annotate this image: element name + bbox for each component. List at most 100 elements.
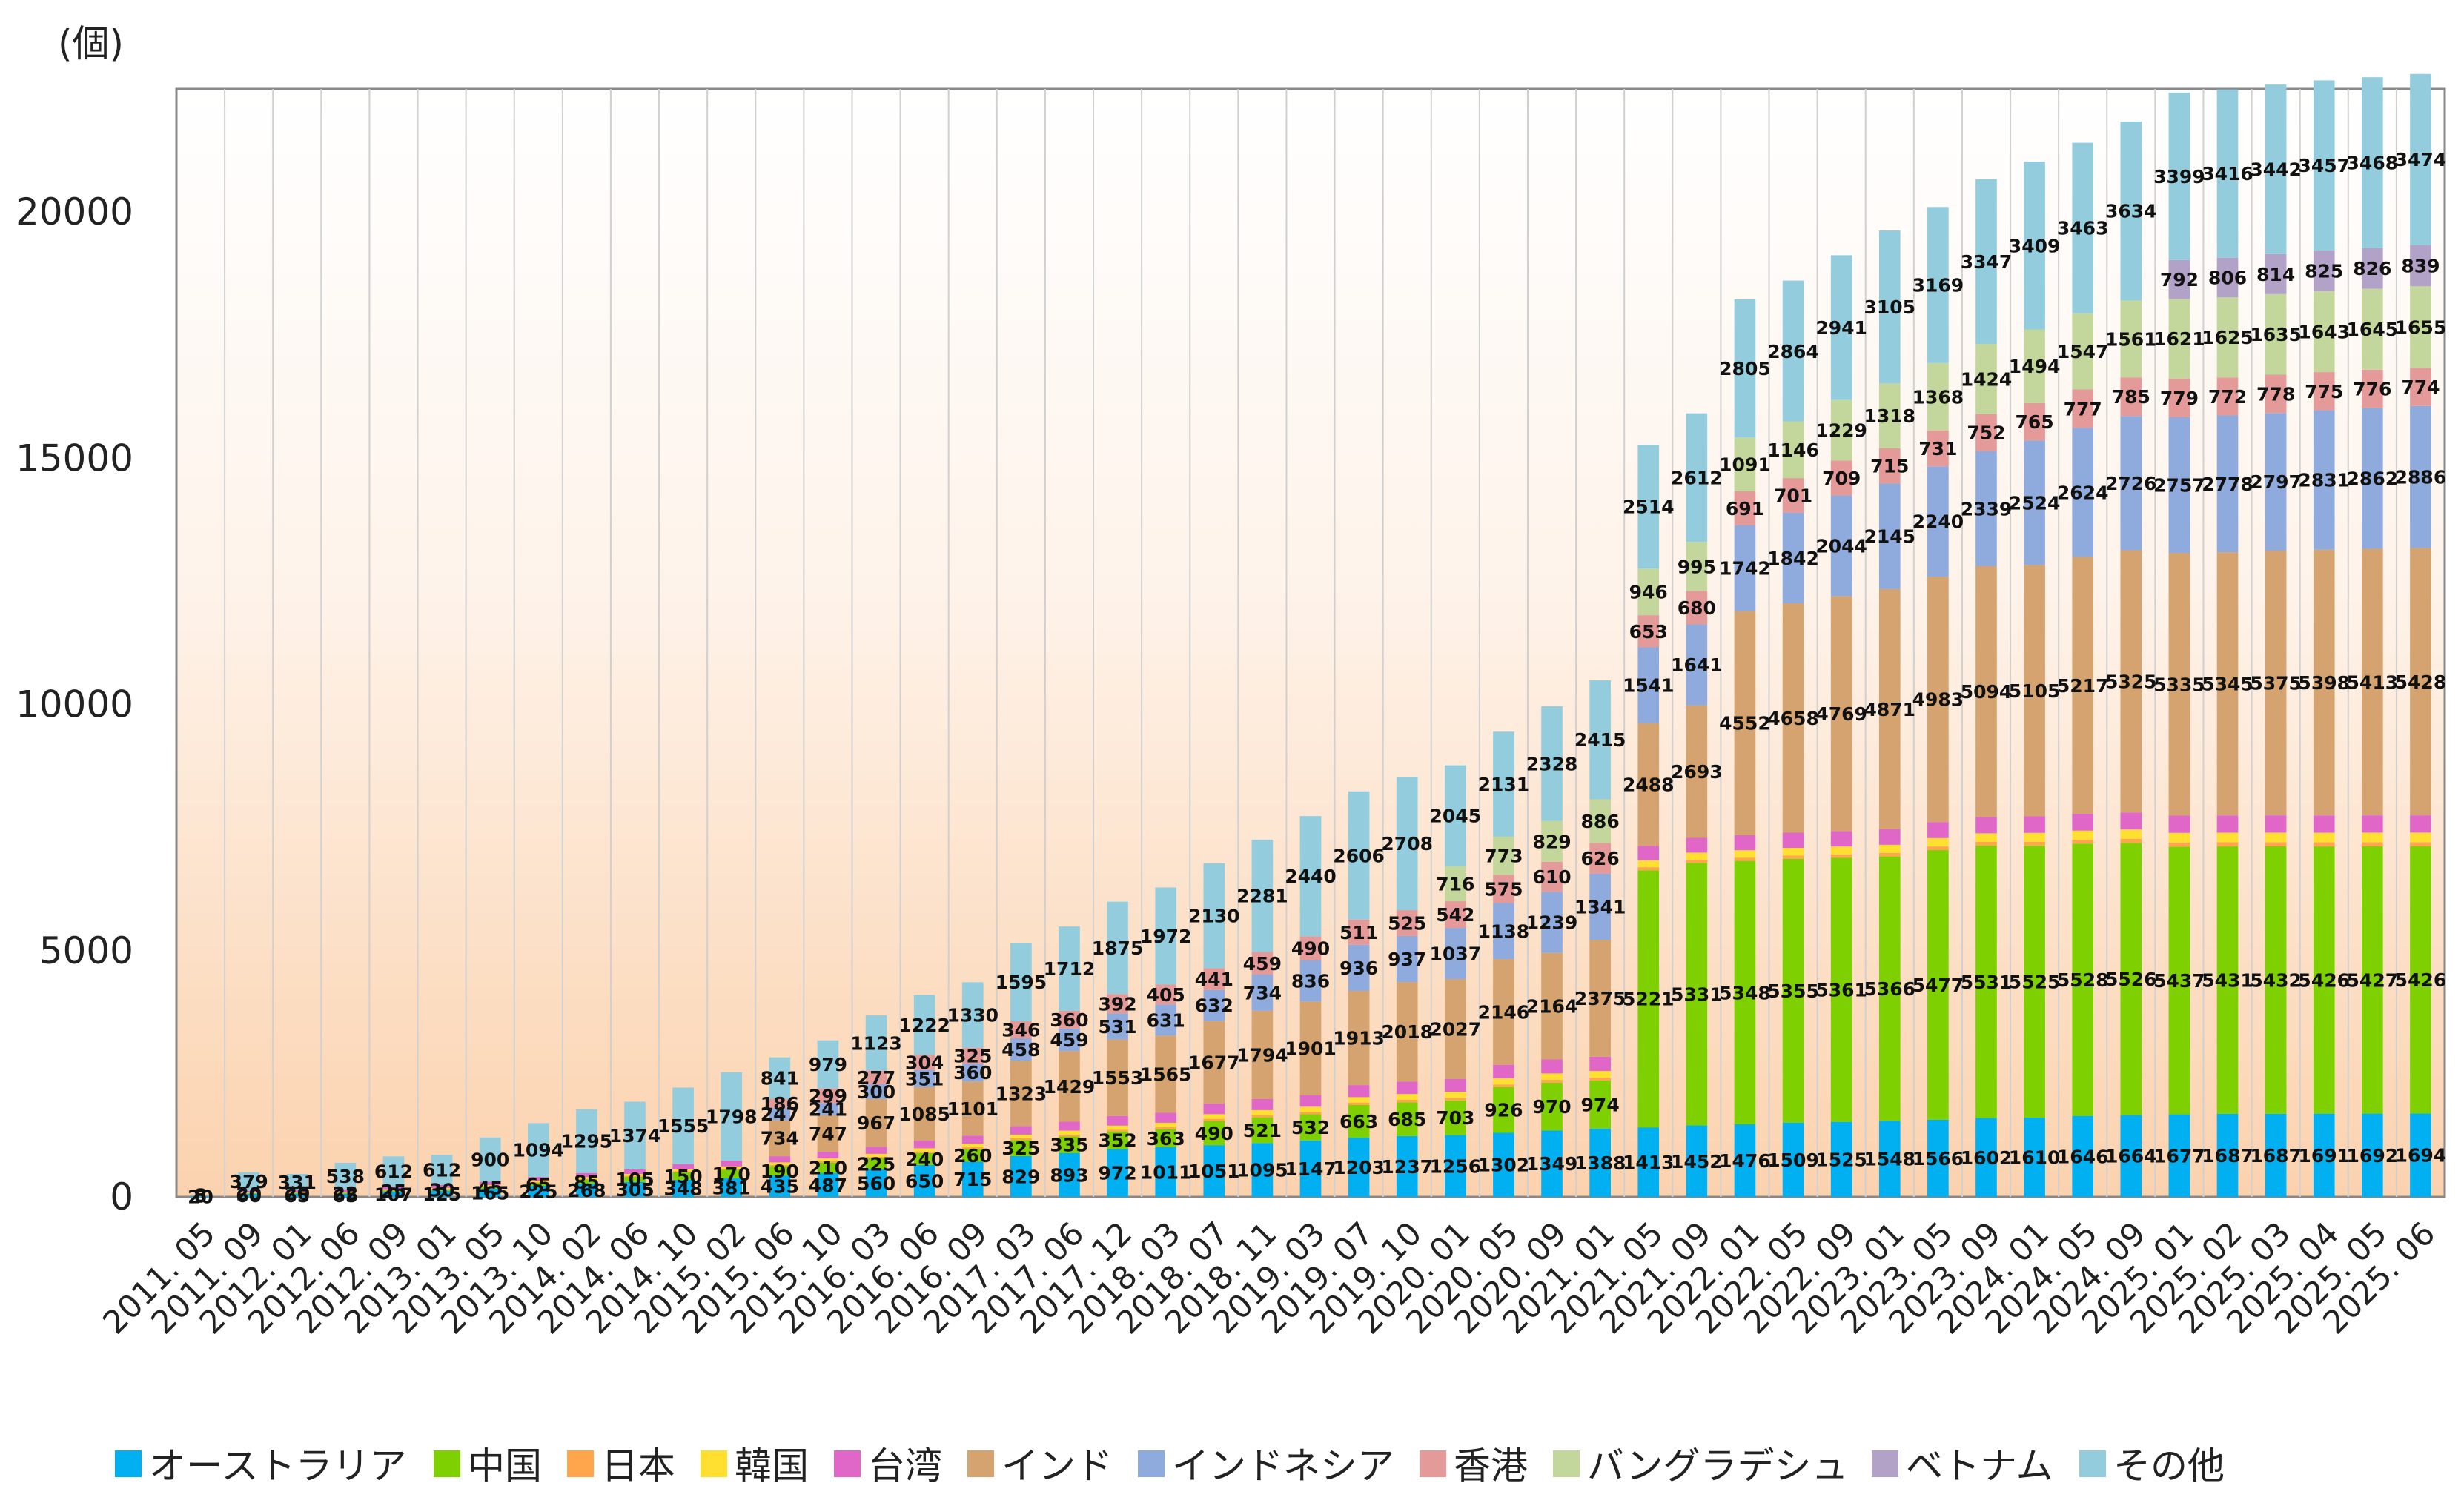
bar-segment: [576, 1172, 597, 1178]
bar-segment: [1927, 850, 1949, 1120]
bar-segment: [2313, 80, 2335, 251]
data-label: 1687: [2202, 1145, 2253, 1167]
data-label: 3457: [2298, 155, 2350, 176]
bar-segment: [527, 1123, 549, 1178]
data-label: 703: [1436, 1107, 1474, 1129]
bar-segment: [2024, 329, 2045, 403]
bar-segment: [1927, 846, 1949, 851]
bar-segment: [1155, 1129, 1177, 1147]
data-label: 2415: [1574, 729, 1626, 751]
data-label: 5361: [1815, 980, 1867, 1001]
data-label: 1565: [1140, 1064, 1192, 1085]
bar-segment: [2362, 548, 2383, 816]
data-label: 392: [1098, 993, 1136, 1015]
bar-segment: [2120, 377, 2142, 417]
bar-segment: [1059, 1051, 1080, 1122]
bar-segment: [1203, 1021, 1225, 1104]
bar-segment: [1830, 460, 1852, 496]
bar-segment: [2265, 253, 2287, 294]
bar-segment: [1010, 1140, 1032, 1156]
legend-label: その他: [2113, 1444, 2225, 1487]
bar-segment: [865, 1156, 887, 1158]
data-label: 2130: [1188, 906, 1240, 927]
data-label: 1051: [1188, 1161, 1240, 1182]
data-label: 20: [284, 1183, 310, 1204]
data-label: 1677: [1188, 1052, 1240, 1073]
data-label: 5477: [1912, 975, 1964, 996]
bar-segment: [2024, 1118, 2045, 1197]
bar-segment: [1878, 588, 1901, 829]
data-label: 1525: [1815, 1149, 1867, 1170]
bar-segment: [431, 1189, 453, 1190]
data-label: 65: [332, 1185, 358, 1207]
bar-segment: [913, 1148, 935, 1152]
bar-segment: [721, 1161, 743, 1167]
bar-segment: [1493, 903, 1514, 960]
bar-segment: [1734, 835, 1756, 851]
bar-segment: [1203, 989, 1225, 1021]
bar-segment: [1493, 1084, 1514, 1087]
bar-segment: [1010, 1021, 1032, 1038]
bar-segment: [1830, 846, 1852, 855]
bar-segment: [1589, 1056, 1611, 1072]
data-label: 4658: [1767, 708, 1819, 729]
bar-segment: [817, 1152, 839, 1159]
data-label: 5221: [1623, 989, 1675, 1010]
bar-segment: [1541, 1059, 1563, 1074]
bar-segment: [1107, 1039, 1128, 1116]
legend-swatch: [834, 1450, 861, 1477]
data-label: 1011: [1140, 1161, 1192, 1183]
bar-segment: [1107, 1115, 1128, 1126]
data-label: 946: [1629, 582, 1668, 603]
legend-label: インドネシア: [1172, 1444, 1394, 1487]
bar-segment: [479, 1189, 501, 1197]
data-label: 765: [2016, 411, 2054, 433]
bar-segment: [2313, 1113, 2335, 1197]
data-label: 1349: [1526, 1153, 1578, 1175]
data-label: 2045: [1430, 806, 1482, 827]
data-label: 937: [1388, 949, 1426, 970]
bar-segment: [2120, 416, 2142, 551]
data-label: 685: [1388, 1109, 1426, 1130]
data-label: 731: [1918, 438, 1957, 459]
data-label: 435: [761, 1176, 799, 1198]
bar-segment: [1975, 565, 1997, 817]
bar-segment: [1589, 799, 1611, 843]
bar-segment: [1830, 831, 1852, 847]
data-label: 1494: [2009, 356, 2061, 377]
bar-segment: [1637, 846, 1660, 860]
data-label: 776: [2353, 379, 2391, 400]
bar-segment: [1734, 857, 1756, 861]
bar-segment: [2410, 405, 2431, 548]
data-label: 305: [615, 1179, 654, 1201]
data-label: 1610: [2009, 1147, 2061, 1169]
data-label: 190: [761, 1161, 799, 1182]
bar-segment: [961, 1064, 984, 1082]
data-label: 2797: [2250, 471, 2302, 493]
data-label: 4983: [1912, 689, 1964, 711]
data-label: 2146: [1478, 1001, 1530, 1023]
bar-segment: [1107, 1125, 1128, 1130]
bar-segment: [624, 1181, 646, 1197]
bar-segment: [2072, 389, 2094, 428]
data-label: 785: [2112, 386, 2150, 408]
bar-segment: [2362, 1113, 2383, 1197]
data-label: 363: [1147, 1128, 1185, 1149]
data-label: 774: [2401, 376, 2440, 398]
bar-segment: [1830, 857, 1852, 1122]
data-label: 1645: [2347, 319, 2399, 340]
bar-segment: [2362, 288, 2383, 370]
data-label: 5105: [2009, 680, 2061, 702]
data-label: 1646: [2057, 1146, 2109, 1167]
data-label: 967: [857, 1112, 895, 1134]
bar-segment: [286, 1192, 308, 1194]
data-label: 709: [1822, 468, 1861, 489]
bar-segment: [2362, 369, 2383, 408]
bar-segment: [1589, 873, 1611, 940]
bar-segment: [431, 1187, 453, 1190]
bar-segment: [1348, 1105, 1370, 1138]
bar-segment: [1107, 1013, 1128, 1040]
bar-segment: [382, 1187, 405, 1190]
data-label: 1341: [1574, 896, 1626, 918]
data-label: 240: [905, 1149, 944, 1170]
